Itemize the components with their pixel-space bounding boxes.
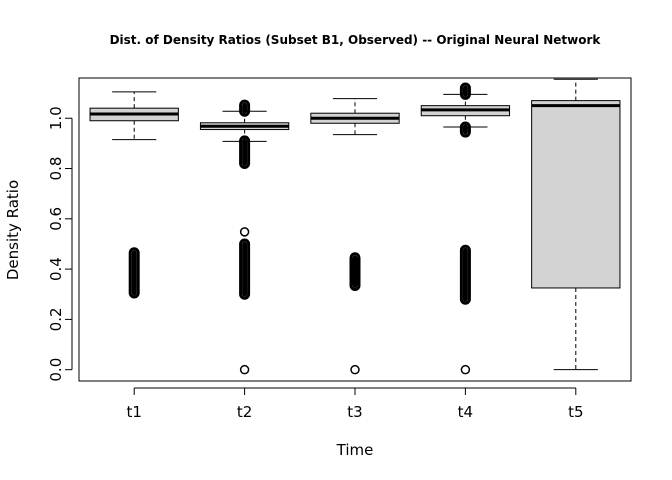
box-t5 bbox=[531, 78, 621, 371]
outlier-point bbox=[239, 364, 250, 375]
outlier-cluster bbox=[239, 238, 251, 300]
y-tick-label: 1.0 bbox=[47, 106, 65, 130]
y-tick-label: 0.4 bbox=[47, 257, 65, 281]
y-axis-label: Density Ratio bbox=[4, 180, 22, 280]
y-tick-label: 0.0 bbox=[47, 358, 65, 382]
outlier-point bbox=[460, 364, 471, 375]
y-axis: 0.0 0.2 0.4 0.6 0.8 1.0 bbox=[47, 106, 73, 382]
outlier-cluster bbox=[459, 121, 471, 138]
outlier-cluster-fill bbox=[242, 138, 248, 166]
x-tick-label: t1 bbox=[126, 403, 141, 421]
outlier-cluster-fill bbox=[352, 255, 358, 288]
x-axis-label: Time bbox=[336, 441, 374, 459]
box-group bbox=[89, 78, 621, 375]
outlier-point bbox=[350, 364, 360, 375]
plot-frame bbox=[78, 77, 632, 382]
box-t4 bbox=[420, 82, 511, 375]
y-tick-label: 0.8 bbox=[47, 157, 65, 181]
outlier-cluster bbox=[128, 247, 140, 299]
y-tick-label: 0.6 bbox=[47, 207, 65, 231]
outlier-cluster-fill bbox=[131, 250, 137, 296]
box-t3 bbox=[310, 98, 400, 375]
y-tick-label: 0.2 bbox=[47, 307, 65, 331]
x-tick-label: t5 bbox=[568, 403, 583, 421]
box-t1 bbox=[89, 91, 179, 299]
outlier-cluster bbox=[459, 82, 471, 100]
outlier-point bbox=[239, 227, 250, 237]
x-axis: t1 t2 t3 t4 t5 bbox=[126, 387, 584, 421]
outlier-cluster bbox=[349, 252, 361, 291]
outlier-cluster-fill bbox=[242, 241, 248, 297]
chart-title: Dist. of Density Ratios (Subset B1, Obse… bbox=[110, 33, 602, 47]
outlier-cluster-fill bbox=[462, 85, 468, 97]
x-tick-label: t4 bbox=[458, 403, 473, 421]
outlier-cluster-fill bbox=[462, 124, 468, 135]
outlier-cluster bbox=[459, 244, 471, 305]
outlier-cluster bbox=[239, 135, 251, 169]
x-tick-label: t2 bbox=[237, 403, 252, 421]
outlier-cluster bbox=[239, 99, 251, 117]
box-t2 bbox=[199, 99, 290, 375]
outlier-cluster-fill bbox=[462, 247, 468, 302]
x-tick-label: t3 bbox=[347, 403, 362, 421]
outlier-cluster-fill bbox=[242, 102, 248, 114]
iqr-box bbox=[531, 100, 621, 289]
